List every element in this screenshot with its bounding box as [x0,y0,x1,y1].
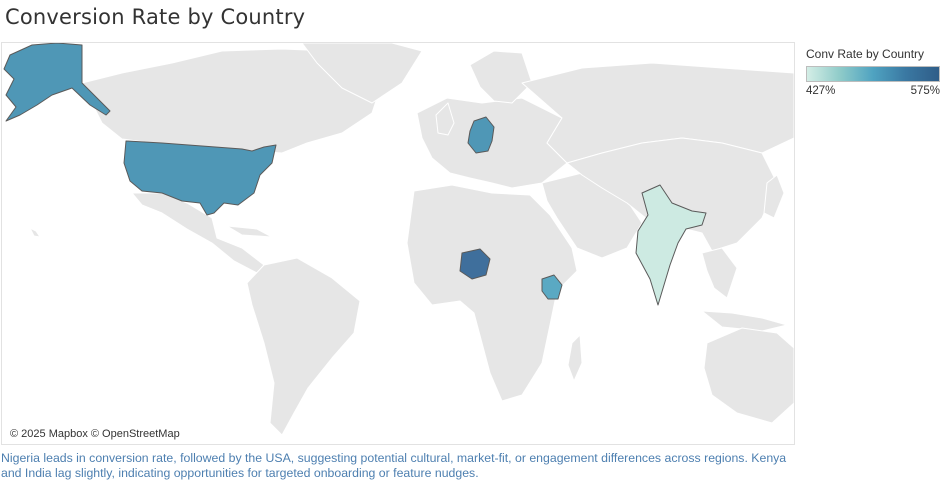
country-nigeria [459,248,491,280]
insight-caption: Nigeria leads in conversion rate, follow… [1,451,787,480]
color-legend: Conv Rate by Country 427% 575% [806,47,942,97]
region-africa [406,184,578,402]
country-south-america [246,257,361,436]
country-australia [703,327,794,424]
map-attribution: © 2025 Mapbox © OpenStreetMap [10,428,180,440]
world-map[interactable] [2,43,794,444]
region-hawaii [29,227,41,238]
country-kenya [541,274,563,300]
region-asia [566,137,778,252]
legend-gradient-bar [806,66,940,82]
country-madagascar [567,334,583,382]
country-cuba [226,225,273,238]
country-germany [467,116,495,154]
legend-labels: 427% 575% [806,85,940,97]
legend-title: Conv Rate by Country [806,47,925,61]
country-japan [763,174,785,219]
country-uk [435,102,455,136]
country-usa-alaska [3,43,111,122]
country-india [635,184,707,306]
country-usa [123,140,277,216]
region-indonesia [701,310,788,332]
page-title: Conversion Rate by Country [5,5,306,29]
region-scandinavia [469,50,533,104]
region-southeast-asia [701,247,738,299]
legend-max-label: 575% [910,85,940,97]
map-view[interactable]: © 2025 Mapbox © OpenStreetMap [1,42,795,445]
country-greenland [301,43,423,104]
legend-min-label: 427% [806,85,836,97]
